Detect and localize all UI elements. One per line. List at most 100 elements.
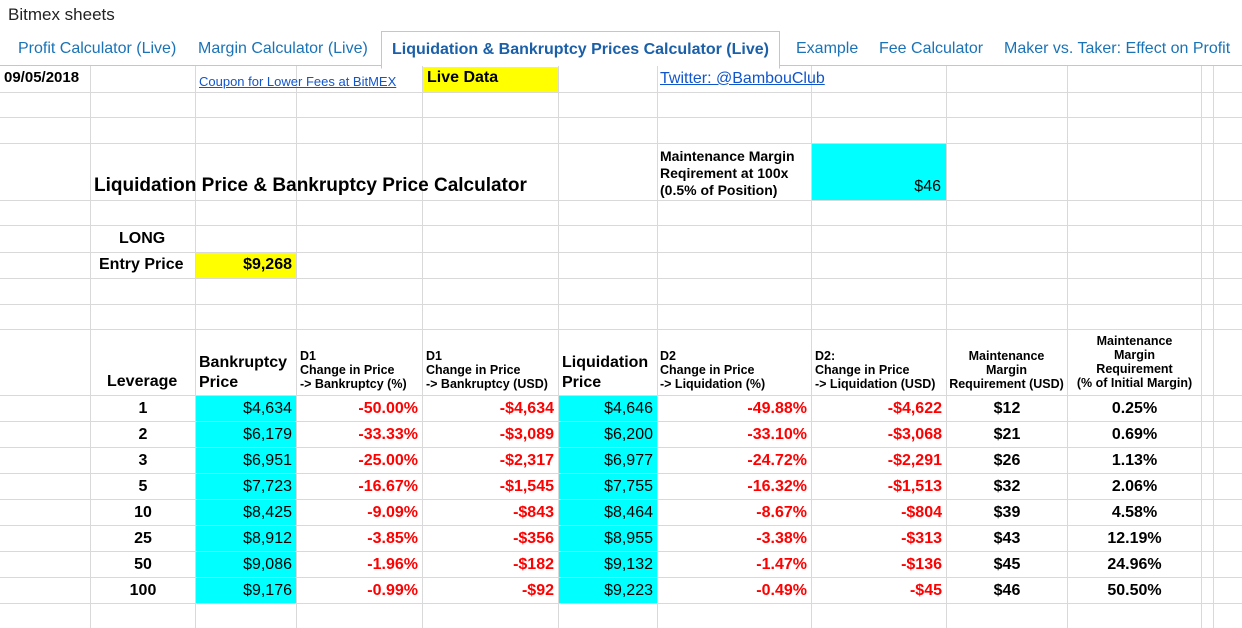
cell-mm-pct: 2.06% bbox=[1111, 478, 1158, 495]
cell-d2-usd: -$804 bbox=[901, 504, 942, 521]
entry-price-input[interactable]: $9,268 bbox=[196, 253, 296, 278]
cell-d1-usd: -$3,089 bbox=[499, 426, 554, 443]
cell-leverage: 50 bbox=[134, 556, 152, 573]
gridline bbox=[0, 304, 1242, 305]
gridline bbox=[0, 499, 1242, 500]
header-leverage: Leverage bbox=[107, 373, 178, 390]
gridline bbox=[0, 200, 1242, 201]
gridline bbox=[0, 421, 1242, 422]
cell-d2-pct: -1.47% bbox=[756, 556, 807, 573]
header-line: -> Liquidation (%) bbox=[660, 377, 766, 391]
header-line: Change in Price bbox=[660, 363, 755, 377]
gridline bbox=[0, 329, 1242, 330]
cell-mm-usd: $32 bbox=[993, 478, 1021, 495]
cell-d1-pct: -0.99% bbox=[367, 582, 418, 599]
cell-d1-usd: -$1,545 bbox=[499, 478, 554, 495]
maintenance-margin-label: Maintenance Margin Reqirement at 100x (0… bbox=[660, 148, 795, 199]
gridline bbox=[0, 525, 1242, 526]
gridline bbox=[558, 66, 559, 628]
cell-d1-pct: -1.96% bbox=[367, 556, 418, 573]
header-line: Change in Price bbox=[300, 363, 395, 377]
header-line: Maintenance bbox=[1096, 334, 1173, 348]
cell-bankruptcy-price: $8,912 bbox=[196, 526, 296, 551]
header-line: -> Liquidation (USD) bbox=[815, 377, 936, 391]
entry-price-label: Entry Price bbox=[99, 256, 184, 273]
gridline bbox=[1213, 66, 1214, 628]
cell-d2-usd: -$3,068 bbox=[887, 426, 942, 443]
cell-d2-usd: -$136 bbox=[901, 556, 942, 573]
gridline bbox=[0, 551, 1242, 552]
header-line: Liquidation bbox=[562, 354, 649, 371]
twitter-link[interactable]: Twitter: @BambouClub bbox=[660, 70, 825, 87]
maintenance-label-line: Reqirement at 100x bbox=[660, 165, 789, 181]
cell-liquidation-price: $6,200 bbox=[559, 422, 657, 447]
cell-liquidation-price: $9,223 bbox=[559, 578, 657, 603]
gridline bbox=[422, 66, 423, 628]
position-side: LONG bbox=[119, 230, 166, 247]
cell-d2-pct: -24.72% bbox=[747, 452, 807, 469]
cell-mm-usd: $46 bbox=[993, 582, 1021, 599]
document-title: Bitmex sheets bbox=[8, 5, 115, 24]
tab-liquidation-calculator[interactable]: Liquidation & Bankruptcy Prices Calculat… bbox=[381, 31, 780, 69]
calculator-title: Liquidation Price & Bankruptcy Price Cal… bbox=[94, 175, 527, 196]
cell-d1-pct: -33.33% bbox=[358, 426, 418, 443]
cell-d1-usd: -$843 bbox=[513, 504, 554, 521]
tab-example[interactable]: Example bbox=[796, 40, 859, 57]
header-d2-pct: D2 Change in Price -> Liquidation (%) bbox=[660, 349, 765, 391]
cell-d2-pct: -49.88% bbox=[747, 400, 807, 417]
header-line: Price bbox=[562, 374, 602, 391]
cell-liquidation-price: $6,977 bbox=[559, 448, 657, 473]
cell-liquidation-price: $9,132 bbox=[559, 552, 657, 577]
cell-bankruptcy-price: $8,425 bbox=[196, 500, 296, 525]
coupon-link[interactable]: Coupon for Lower Fees at BitMEX bbox=[199, 74, 397, 89]
cell-mm-pct: 50.50% bbox=[1107, 582, 1162, 599]
maintenance-label-line: Maintenance Margin bbox=[660, 148, 795, 164]
cell-d2-pct: -8.67% bbox=[756, 504, 807, 521]
header-mm-usd: Maintenance Margin Requirement (USD) bbox=[946, 349, 1067, 391]
cell-d2-usd: -$1,513 bbox=[887, 478, 942, 495]
cell-mm-usd: $21 bbox=[993, 426, 1021, 443]
cell-leverage: 2 bbox=[138, 426, 148, 443]
cell-bankruptcy-price: $6,179 bbox=[196, 422, 296, 447]
header-mm-pct: Maintenance Margin Requirement (% of Ini… bbox=[1068, 334, 1201, 390]
date-cell: 09/05/2018 bbox=[4, 69, 80, 86]
cell-liquidation-price: $8,464 bbox=[559, 500, 657, 525]
gridline bbox=[0, 225, 1242, 226]
cell-bankruptcy-price: $9,086 bbox=[196, 552, 296, 577]
cell-mm-usd: $26 bbox=[993, 452, 1021, 469]
cell-mm-pct: 12.19% bbox=[1107, 530, 1162, 547]
cell-leverage: 3 bbox=[138, 452, 148, 469]
cell-bankruptcy-price: $9,176 bbox=[196, 578, 296, 603]
cell-d2-usd: -$2,291 bbox=[887, 452, 942, 469]
header-line: D2: bbox=[815, 349, 836, 363]
header-line: D2 bbox=[660, 349, 676, 363]
header-d2-usd: D2: Change in Price -> Liquidation (USD) bbox=[815, 349, 935, 391]
header-line: Bankruptcy bbox=[199, 354, 288, 371]
cell-d1-pct: -50.00% bbox=[358, 400, 418, 417]
cell-d1-usd: -$92 bbox=[521, 582, 554, 599]
cell-mm-pct: 0.69% bbox=[1111, 426, 1158, 443]
gridline bbox=[0, 143, 1242, 144]
tab-maker-vs-taker[interactable]: Maker vs. Taker: Effect on Profit bbox=[1004, 40, 1231, 57]
header-line: Change in Price bbox=[815, 363, 910, 377]
gridline bbox=[90, 66, 91, 628]
gridline bbox=[0, 92, 1242, 93]
cell-d1-usd: -$4,634 bbox=[499, 400, 554, 417]
cell-d2-usd: -$45 bbox=[909, 582, 942, 599]
cell-d2-usd: -$313 bbox=[901, 530, 942, 547]
header-line: Maintenance bbox=[968, 349, 1045, 363]
gridline bbox=[0, 577, 1242, 578]
gridline bbox=[296, 66, 297, 628]
tab-profit-calculator[interactable]: Profit Calculator (Live) bbox=[18, 40, 177, 57]
cell-d1-pct: -25.00% bbox=[358, 452, 418, 469]
cell-d2-pct: -0.49% bbox=[756, 582, 807, 599]
gridline bbox=[657, 66, 658, 628]
cell-mm-pct: 1.13% bbox=[1111, 452, 1158, 469]
gridline bbox=[195, 66, 196, 628]
header-d1-usd: D1 Change in Price -> Bankruptcy (USD) bbox=[426, 349, 548, 391]
cell-d1-pct: -16.67% bbox=[358, 478, 418, 495]
tab-fee-calculator[interactable]: Fee Calculator bbox=[879, 40, 984, 57]
tab-margin-calculator[interactable]: Margin Calculator (Live) bbox=[198, 40, 368, 57]
header-bankruptcy-price: Bankruptcy Price bbox=[199, 353, 287, 393]
cell-mm-pct: 24.96% bbox=[1107, 556, 1162, 573]
